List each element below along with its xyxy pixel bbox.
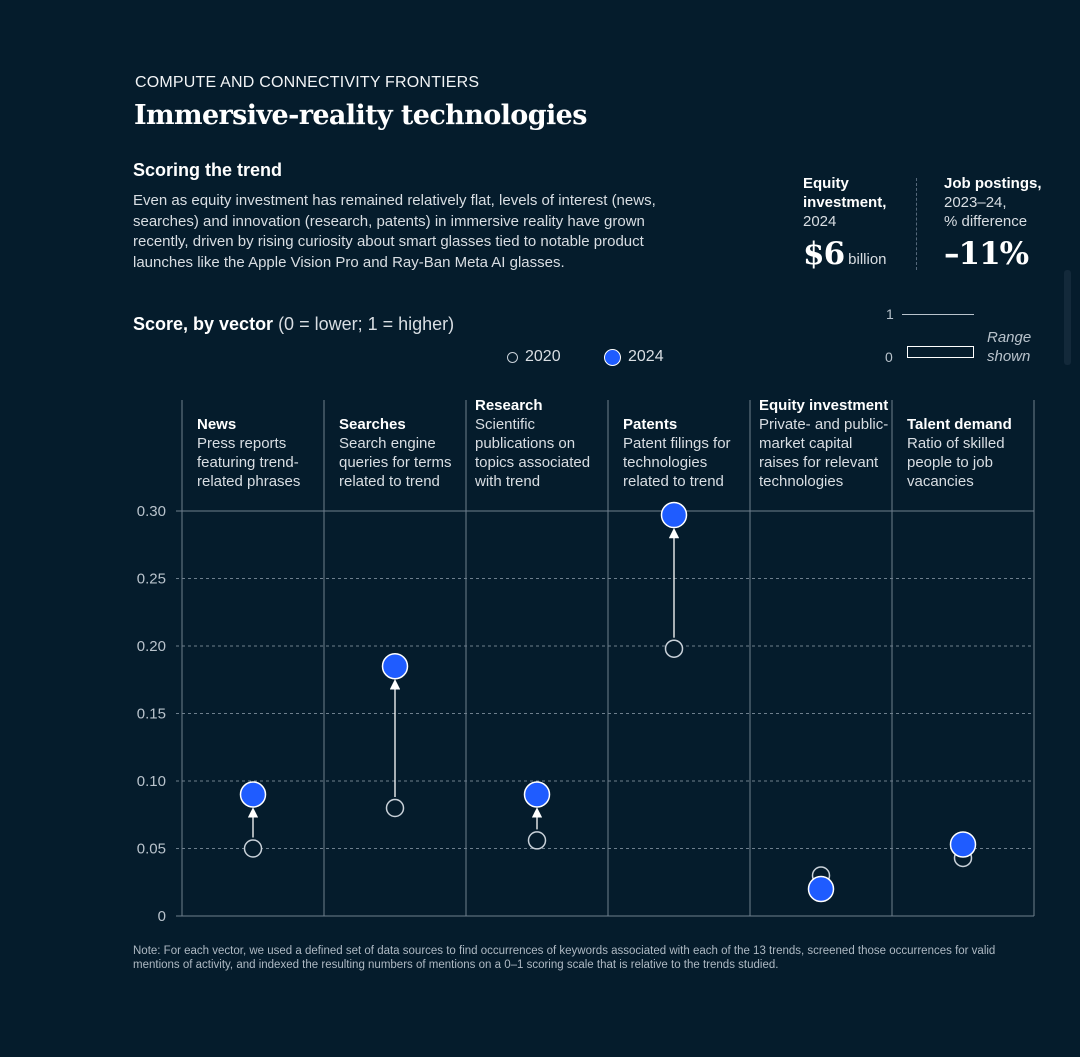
column-header-desc-line: Press reports	[197, 435, 287, 452]
marker-2020-research	[527, 831, 547, 850]
legend-2020-label: 2020	[525, 348, 561, 365]
column-header-desc-line: topics associated	[475, 454, 591, 471]
column-header-name: Searches	[339, 416, 406, 433]
column-header-desc-line: Patent filings for	[623, 435, 731, 452]
range-top-label: 1	[886, 306, 894, 322]
scrollbar[interactable]	[1064, 270, 1071, 365]
trend-description: Even as equity investment has remained r…	[133, 192, 656, 271]
column-header-desc-line: related phrases	[197, 473, 301, 490]
column-header-name: Research	[475, 397, 543, 414]
column-header-talent-demand: Talent demand Ratio of skilled people to j…	[907, 415, 1047, 491]
column-header-desc-line: related to trend	[339, 473, 440, 490]
column-header-desc-line: raises for relevant	[759, 454, 879, 471]
page-title: Immersive-reality technologies	[134, 100, 587, 131]
legend-2024: 2024	[604, 348, 664, 366]
y-tick-label: 0.25	[137, 571, 166, 588]
column-header-desc-line: Private- and public-	[759, 416, 889, 433]
y-tick-label: 0.05	[137, 841, 166, 858]
legend-2020-marker	[507, 351, 518, 363]
marker-2024-research	[523, 781, 551, 808]
column-header-desc-line: vacancies	[907, 473, 974, 490]
range-bottom-label: 0	[885, 349, 893, 365]
column-header-desc-line: Search engine	[339, 435, 436, 452]
footnote: Note: For each vector, we used a defined…	[133, 945, 996, 971]
column-header-desc-line: with trend	[475, 473, 541, 490]
equity-value: $6	[803, 236, 845, 272]
marker-2024-talent-demand	[949, 831, 977, 858]
column-header-desc-line: Ratio of skilled	[907, 435, 1005, 452]
column-header-name: Patents	[623, 416, 678, 433]
column-header-research: Research Scientific publications on topics …	[475, 396, 615, 491]
jobs-stat-value: –11%	[944, 236, 1029, 272]
marker-2024-patents	[660, 501, 688, 529]
equity-stat-label: Equity investment, 2024	[803, 174, 886, 231]
range-full-line	[902, 314, 974, 315]
column-header-name: News	[197, 416, 237, 433]
score-label-normal: (0 = lower; 1 = higher)	[273, 314, 455, 334]
y-tick-label: 0.20	[137, 638, 166, 655]
column-header-name: Equity investment	[759, 397, 889, 414]
column-header-patents: Patents Patent filings for technologies rel…	[623, 415, 763, 491]
equity-stat-value: $6 billion	[803, 236, 887, 272]
column-header-news: News Press reports featuring trend-related…	[197, 415, 337, 491]
column-header-desc-line: technologies	[623, 454, 708, 471]
y-tick-label: 0.30	[137, 503, 166, 520]
column-header-desc-line: featuring trend-	[197, 454, 299, 471]
jobs-label-line2: 2023–24,	[944, 194, 1007, 211]
y-tick-label: 0.15	[137, 706, 166, 723]
score-label: Score, by vector (0 = lower; 1 = higher)	[133, 314, 454, 335]
column-header-desc-line: market capital	[759, 435, 853, 452]
equity-label-bold-2: investment,	[803, 194, 887, 211]
eyebrow-label: COMPUTE AND CONNECTIVITY FRONTIERS	[135, 74, 480, 91]
jobs-label-line3: % difference	[944, 213, 1028, 230]
equity-label-year: 2024	[803, 213, 837, 230]
y-tick-label: 0.10	[137, 773, 166, 790]
legend-2024-marker	[604, 348, 621, 366]
y-tick-label: 0	[158, 908, 166, 925]
stat-divider	[916, 178, 917, 270]
column-header-desc-line: queries for terms	[339, 454, 452, 471]
range-caption-2: shown	[987, 348, 1031, 365]
marker-2020-news	[243, 839, 263, 858]
range-shown-box	[907, 346, 974, 358]
column-header-equity-investment: Equity investment Private- and public-mar…	[759, 396, 899, 491]
marker-2020-patents	[664, 639, 684, 658]
column-header-desc-line: Scientific	[475, 416, 536, 433]
equity-label-bold-1: Equity	[803, 175, 849, 192]
range-caption-1: Range	[987, 329, 1032, 346]
column-header-desc-line: related to trend	[623, 473, 724, 490]
section-subhead: Scoring the trend	[133, 160, 283, 180]
jobs-stat-label: Job postings, 2023–24, % difference	[944, 174, 1042, 231]
column-header-desc-line: technologies	[759, 473, 844, 490]
legend-2024-label: 2024	[628, 348, 664, 365]
column-header-name: Talent demand	[907, 416, 1012, 433]
marker-2024-equity-investment	[807, 875, 835, 903]
jobs-label-bold: Job postings,	[944, 175, 1042, 192]
legend-2020: 2020	[507, 348, 561, 366]
range-caption: Range shown	[987, 328, 1031, 366]
marker-2020-searches	[385, 798, 405, 818]
column-header-desc-line: people to job	[907, 454, 993, 471]
score-label-bold: Score, by vector	[133, 314, 274, 334]
equity-unit: billion	[848, 251, 887, 268]
marker-2024-news	[239, 781, 267, 808]
column-header-desc-line: publications on	[475, 435, 576, 452]
column-header-searches: Searches Search engine queries for terms re…	[339, 415, 479, 491]
marker-2024-searches	[381, 653, 409, 680]
